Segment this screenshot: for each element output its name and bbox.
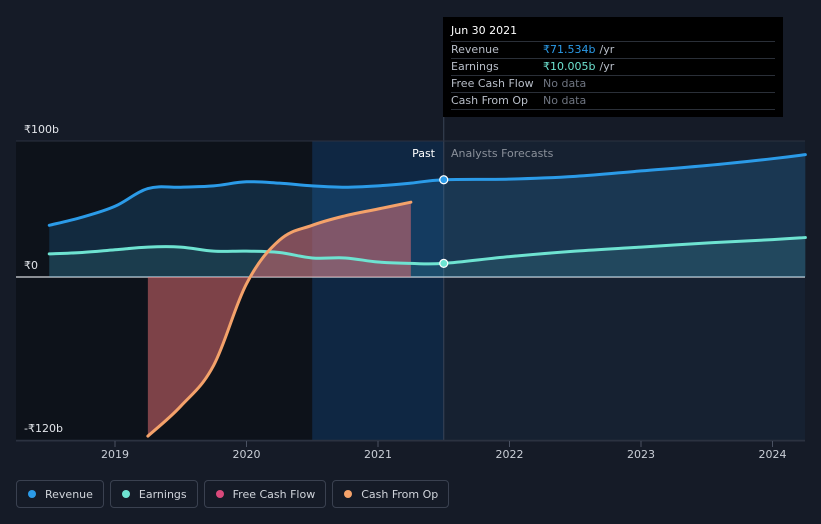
free-cash-flow-dot-icon <box>215 490 224 498</box>
earnings-dot-icon <box>121 490 130 498</box>
revenue-line <box>47 153 807 227</box>
legend: Revenue Earnings Free Cash Flow Cash Fro… <box>16 480 450 508</box>
earnings-marker <box>439 258 449 268</box>
legend-item-free-cash-flow[interactable]: Free Cash Flow <box>203 480 327 508</box>
tooltip-value: ₹71.534b <box>543 43 596 56</box>
y-tick-label: -₹120b <box>24 422 63 435</box>
tooltip-value: No data <box>543 77 587 90</box>
legend-item-earnings[interactable]: Earnings <box>109 480 198 508</box>
tooltip-label: Free Cash Flow <box>451 77 534 90</box>
tooltip-label: Cash From Op <box>451 94 529 107</box>
x-tick-label: 2019 <box>101 448 129 461</box>
free-cash-flow-area <box>147 202 411 437</box>
x-tick-label: 2023 <box>627 448 655 461</box>
forecast-band <box>443 141 805 441</box>
legend-label: Free Cash Flow <box>232 487 316 501</box>
cash-from-op-area <box>147 202 411 437</box>
tooltip-row-fcf: Free Cash Flow No data <box>451 76 775 93</box>
past-band-dark <box>16 141 313 441</box>
legend-label: Revenue <box>45 487 93 501</box>
revenue-marker <box>439 175 449 185</box>
tooltip-value: ₹10.005b <box>543 60 596 73</box>
tooltip-date: Jun 30 2021 <box>451 23 775 42</box>
tooltip-label: Revenue <box>451 43 499 56</box>
x-tick-label: 2024 <box>759 448 787 461</box>
x-tick-label: 2022 <box>496 448 524 461</box>
past-label: Past <box>412 147 436 160</box>
revenue-area <box>49 154 806 277</box>
x-tick-label: 2021 <box>364 448 392 461</box>
past-band-highlight <box>312 141 444 441</box>
tooltip-unit: /yr <box>599 43 615 56</box>
y-tick-label: ₹100b <box>24 123 59 136</box>
tooltip-row-cfo: Cash From Op No data <box>451 93 775 110</box>
tooltip-row-revenue: Revenue ₹71.534b /yr <box>451 42 775 59</box>
legend-label: Earnings <box>138 487 187 501</box>
tooltip: Jun 30 2021 Revenue ₹71.534b /yr Earning… <box>443 17 783 117</box>
legend-item-revenue[interactable]: Revenue <box>16 480 104 508</box>
tooltip-value: No data <box>543 94 587 107</box>
x-tick-label: 2020 <box>233 448 261 461</box>
y-tick-label: ₹0 <box>24 259 38 272</box>
earnings-area <box>49 237 806 277</box>
legend-label: Cash From Op <box>361 487 439 501</box>
earnings-line <box>47 236 807 266</box>
cash-from-op-line <box>146 200 413 438</box>
tooltip-label: Earnings <box>451 60 499 73</box>
revenue-dot-icon <box>28 490 36 498</box>
legend-item-cash-from-op[interactable]: Cash From Op <box>332 480 450 508</box>
tooltip-row-earnings: Earnings ₹10.005b /yr <box>451 59 775 76</box>
tooltip-unit: /yr <box>599 60 615 73</box>
forecast-label: Analysts Forecasts <box>451 147 554 160</box>
cash-from-op-dot-icon <box>344 490 353 498</box>
